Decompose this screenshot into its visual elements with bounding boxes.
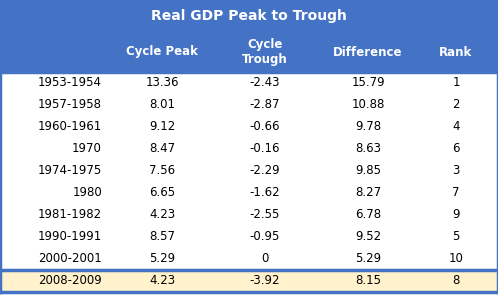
Text: 6.78: 6.78	[355, 209, 381, 221]
Text: 9.78: 9.78	[355, 120, 381, 134]
Bar	[0, 0, 498, 32]
Text: 1: 1	[452, 77, 460, 89]
Text: Cycle
Trough: Cycle Trough	[242, 38, 288, 66]
Text: 8.63: 8.63	[355, 142, 381, 156]
Text: 10.88: 10.88	[351, 99, 384, 112]
Bar	[0, 182, 498, 204]
Text: -2.55: -2.55	[250, 209, 280, 221]
Text: -0.95: -0.95	[250, 231, 280, 243]
Text: 2: 2	[452, 99, 460, 112]
Text: 8.15: 8.15	[355, 274, 381, 288]
Text: 7: 7	[452, 186, 460, 199]
Text: 8.57: 8.57	[149, 231, 175, 243]
Text: 13.36: 13.36	[145, 77, 179, 89]
Bar	[0, 248, 498, 270]
Text: Difference: Difference	[333, 45, 403, 59]
Text: 2000-2001: 2000-2001	[38, 253, 102, 265]
Bar	[0, 204, 498, 226]
Text: -2.43: -2.43	[250, 77, 280, 89]
Text: 1953-1954: 1953-1954	[38, 77, 102, 89]
Text: 9.12: 9.12	[149, 120, 175, 134]
Text: -3.92: -3.92	[250, 274, 280, 288]
Text: -1.62: -1.62	[249, 186, 280, 199]
Text: 2008-2009: 2008-2009	[38, 274, 102, 288]
Text: -2.29: -2.29	[249, 164, 280, 178]
Text: 8.47: 8.47	[149, 142, 175, 156]
Text: 7.56: 7.56	[149, 164, 175, 178]
Text: 1974-1975: 1974-1975	[38, 164, 102, 178]
Text: 0: 0	[261, 253, 269, 265]
Bar	[0, 116, 498, 138]
Text: 5: 5	[452, 231, 460, 243]
Bar	[0, 226, 498, 248]
Text: 9.52: 9.52	[355, 231, 381, 243]
Text: 6.65: 6.65	[149, 186, 175, 199]
Text: Rank: Rank	[439, 45, 473, 59]
Text: 4.23: 4.23	[149, 209, 175, 221]
Text: Real GDP Peak to Trough: Real GDP Peak to Trough	[151, 9, 347, 23]
Text: 1957-1958: 1957-1958	[38, 99, 102, 112]
Bar	[0, 32, 498, 72]
Text: -0.66: -0.66	[250, 120, 280, 134]
Text: 10: 10	[449, 253, 464, 265]
Text: 8: 8	[452, 274, 460, 288]
Text: 1981-1982: 1981-1982	[38, 209, 102, 221]
Text: 8.27: 8.27	[355, 186, 381, 199]
Text: 4.23: 4.23	[149, 274, 175, 288]
Text: 15.79: 15.79	[351, 77, 385, 89]
Bar	[0, 138, 498, 160]
Text: -0.16: -0.16	[250, 142, 280, 156]
Text: Cycle Peak: Cycle Peak	[126, 45, 198, 59]
Bar	[0, 270, 498, 292]
Text: 9: 9	[452, 209, 460, 221]
Text: 8.01: 8.01	[149, 99, 175, 112]
Text: 5.29: 5.29	[355, 253, 381, 265]
Text: 1970: 1970	[72, 142, 102, 156]
Text: 3: 3	[452, 164, 460, 178]
Bar	[0, 160, 498, 182]
Text: 6: 6	[452, 142, 460, 156]
Text: 1960-1961: 1960-1961	[38, 120, 102, 134]
Text: 9.85: 9.85	[355, 164, 381, 178]
Text: 4: 4	[452, 120, 460, 134]
Text: 1990-1991: 1990-1991	[38, 231, 102, 243]
Text: 5.29: 5.29	[149, 253, 175, 265]
Text: 1980: 1980	[72, 186, 102, 199]
Bar	[0, 72, 498, 94]
Text: -2.87: -2.87	[250, 99, 280, 112]
Bar	[0, 94, 498, 116]
